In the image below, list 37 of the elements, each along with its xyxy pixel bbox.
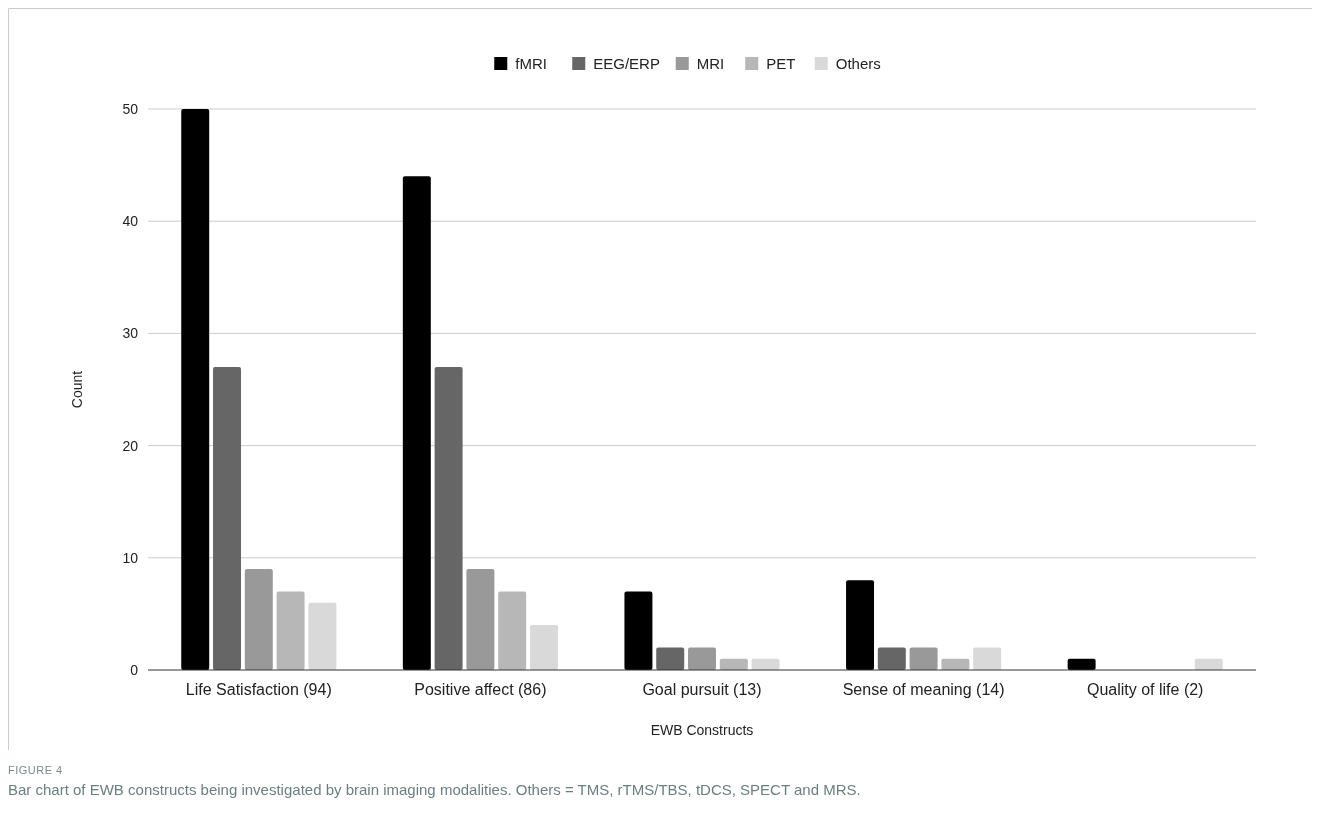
bar	[656, 647, 685, 670]
x-tick-label: Sense of meaning (14)	[842, 681, 1005, 698]
x-tick-label: Goal pursuit (13)	[642, 681, 762, 698]
caption: FIGURE 4	[8, 764, 63, 776]
bar	[877, 647, 906, 670]
y-tick-label: 10	[122, 549, 139, 566]
legend-label: EEG/ERP	[593, 55, 660, 73]
y-tick-label: 0	[130, 661, 139, 678]
x-tick-label: Quality of life (2)	[1086, 681, 1204, 698]
bar	[402, 176, 431, 670]
legend-label: fMRI	[515, 55, 547, 73]
x-tick-label: Life Satisfaction (94)	[185, 681, 332, 698]
y-tick-label: 40	[122, 213, 139, 230]
y-tick-label: 50	[122, 100, 139, 117]
bar	[213, 367, 241, 670]
bar	[308, 602, 337, 670]
bar	[434, 367, 463, 670]
y-tick-label: 30	[122, 325, 139, 342]
bar	[244, 569, 273, 670]
bar	[181, 109, 210, 670]
bar	[973, 647, 1002, 670]
x-tick-label: Positive affect (86)	[414, 681, 547, 698]
legend-label: PET	[766, 55, 796, 73]
x-axis-title: EWB Constructs	[650, 722, 754, 738]
y-axis-title: Count	[69, 370, 85, 409]
bar	[909, 647, 938, 670]
legend-label: Others	[835, 55, 881, 73]
legend-label: MRI	[696, 55, 725, 73]
text: Bar chart of EWB constructs being investigated by brain imaging modalities. Others = TMS, rTMS/TBS, tDCS, SPECT and MRS.	[8, 781, 861, 798]
bar	[846, 580, 875, 670]
bar	[498, 591, 527, 670]
bar	[276, 591, 305, 670]
bar	[688, 647, 716, 670]
bar	[466, 569, 495, 670]
bar	[624, 591, 653, 670]
y-tick-label: 20	[122, 437, 139, 454]
bar	[529, 625, 558, 670]
